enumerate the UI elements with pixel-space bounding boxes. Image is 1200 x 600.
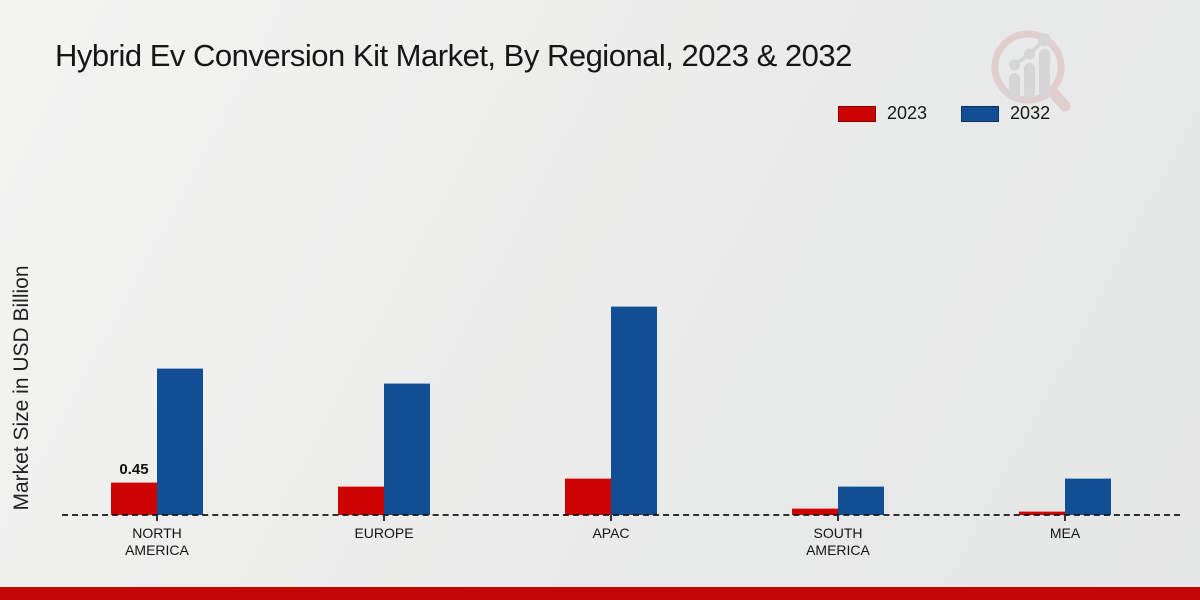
bar-2032-mea [1065, 478, 1111, 515]
x-tick-south-america [837, 515, 839, 521]
bar-2032-europe [384, 383, 430, 515]
bar-2032-apac [611, 306, 657, 515]
bar-2023-apac [565, 478, 611, 515]
bar-2023-mea [1019, 511, 1065, 515]
bar-2023-europe [338, 486, 384, 515]
chart-title: Hybrid Ev Conversion Kit Market, By Regi… [55, 38, 852, 73]
legend-swatch-2032-icon [961, 105, 1000, 122]
bar-2023-north-america [111, 482, 157, 515]
footer-accent-bar [0, 587, 1200, 600]
x-axis-baseline [62, 514, 1180, 516]
legend-item-2032: 2032 [961, 103, 1050, 124]
legend-item-2023: 2023 [838, 103, 927, 124]
x-label-mea: MEA [1049, 525, 1081, 541]
x-label-south-america: SOUTH AMERICA [806, 525, 870, 558]
bar-2032-south-america [838, 486, 884, 515]
bar-2032-north-america [157, 368, 203, 515]
x-tick-mea [1064, 515, 1066, 521]
x-tick-apac [610, 515, 612, 521]
legend-label-2032: 2032 [1010, 103, 1051, 123]
legend-label-2023: 2023 [887, 103, 928, 123]
legend-swatch-2023-icon [838, 105, 876, 122]
x-tick-europe [383, 515, 385, 521]
x-label-apac: APAC [592, 525, 630, 541]
legend: 2023 2032 [838, 103, 1050, 124]
bar-2023-south-america [792, 508, 838, 515]
x-label-north-america: NORTH AMERICA [125, 525, 189, 558]
bar-value-label-north-america: 0.45 [119, 461, 149, 478]
x-label-europe: EUROPE [354, 525, 414, 541]
x-tick-north-america [156, 515, 158, 521]
magnifier-growth-logo-icon [991, 30, 1071, 112]
